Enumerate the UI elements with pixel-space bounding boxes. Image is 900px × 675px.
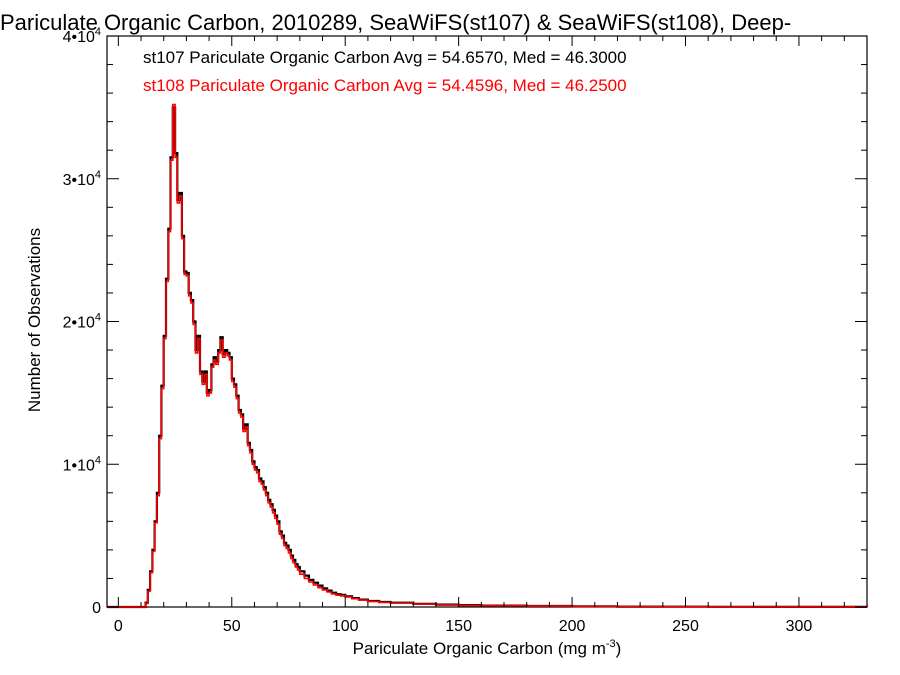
x-tick-label: 250 xyxy=(672,618,699,635)
x-tick-label: 200 xyxy=(559,618,586,635)
y-tick-label: 1•104 xyxy=(63,454,101,474)
x-axis-ticks: 0 50 100 150 200 250 300 xyxy=(114,36,845,635)
y-axis-ticks: 0 1•104 2•104 3•104 4•104 xyxy=(63,26,867,617)
x-axis-label: Pariculate Organic Carbon (mg m-3) xyxy=(353,638,622,658)
y-tick-label: 2•104 xyxy=(63,312,101,332)
y-tick-label: 4•104 xyxy=(63,26,101,46)
x-tick-label: 100 xyxy=(332,618,359,635)
series-line-st108 xyxy=(107,103,868,608)
x-tick-label: 150 xyxy=(445,618,472,635)
series-line-st107 xyxy=(107,106,869,609)
y-tick-label: 0 xyxy=(92,600,101,617)
plot-frame xyxy=(106,35,868,608)
x-tick-label: 300 xyxy=(786,618,813,635)
x-tick-label: 50 xyxy=(223,618,241,635)
chart-title: Pariculate Organic Carbon, 2010289, SeaW… xyxy=(0,10,791,35)
st108-stats-annotation: st108 Pariculate Organic Carbon Avg = 54… xyxy=(143,76,627,95)
y-tick-label: 3•104 xyxy=(63,169,101,189)
y-axis-label: Number of Observations xyxy=(25,228,44,412)
series-layer xyxy=(107,103,869,609)
x-tick-label: 0 xyxy=(114,618,123,635)
st107-stats-annotation: st107 Pariculate Organic Carbon Avg = 54… xyxy=(143,48,627,67)
